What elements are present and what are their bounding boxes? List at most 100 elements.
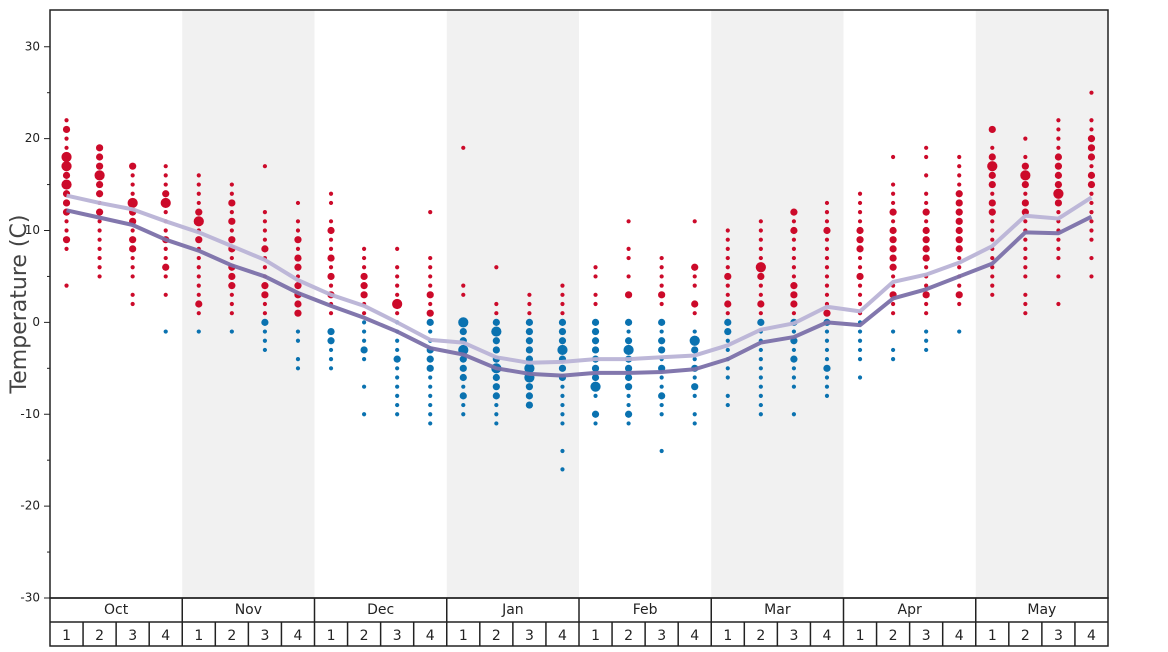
dot [1023,311,1028,316]
dot [924,191,929,196]
dot [758,347,763,353]
dot [395,384,400,389]
month-band [182,10,315,598]
dot [294,236,302,244]
month-label: Mar [764,602,791,618]
dot [624,318,633,326]
dot [560,448,565,454]
dot [791,329,797,334]
dot [1023,292,1028,297]
dot [560,384,565,389]
dot [129,245,137,253]
dot [856,272,864,281]
dot [392,298,403,310]
week-label: 4 [823,628,832,644]
dot [758,237,763,242]
week-label: 2 [889,628,898,644]
week-label: 1 [723,628,732,644]
dot [459,364,467,372]
dot [988,125,996,134]
month-label: Jan [501,602,524,618]
dot [889,254,897,262]
dot [691,300,699,308]
dot [924,219,929,224]
dot [295,357,301,362]
dot [97,274,102,279]
dot [591,337,600,345]
dot [624,410,633,418]
dot [758,219,763,224]
dot [395,292,400,297]
dot [428,384,433,389]
dot [1087,171,1096,179]
dot [758,402,763,408]
dot [624,364,633,372]
dot [755,262,766,273]
dot [130,265,135,270]
dot [560,393,565,398]
dot [725,347,730,353]
dot [955,199,963,207]
dot [889,263,897,271]
dot [560,301,565,307]
dot [228,217,236,225]
dot [426,309,434,317]
dot [395,375,400,380]
dot [623,344,634,356]
dot [955,291,963,299]
dot [492,318,500,326]
dot [889,236,897,244]
dot [560,421,565,426]
dot [790,282,798,290]
dot [1023,136,1028,141]
dot [461,412,466,417]
dot [857,347,863,353]
dot [328,283,334,288]
dot [196,200,201,206]
dot [824,219,830,224]
dot [491,326,502,337]
dot [229,182,234,187]
dot [823,364,831,372]
dot [1053,188,1064,199]
dot [97,228,102,233]
dot [955,226,963,235]
dot [1023,219,1028,224]
week-label: 1 [62,628,71,644]
dot [163,292,168,297]
dot [130,255,135,261]
dot [1021,199,1029,207]
dot [261,291,269,299]
dot [262,219,268,224]
dot [890,154,896,160]
dot [560,467,565,472]
week-label: 3 [260,628,269,644]
dot [459,392,467,400]
dot [823,226,831,235]
dot [64,219,69,224]
dot [955,208,963,216]
dot [97,255,102,261]
dot [659,412,664,417]
month-band [711,10,844,598]
dot [824,283,830,288]
dot [62,236,71,244]
dot [524,363,535,374]
dot [924,200,929,206]
dot [262,237,268,242]
dot [922,291,930,299]
dot [428,255,433,261]
dot [824,329,830,334]
dot [1089,219,1094,224]
dot [658,291,666,299]
dot [824,292,830,297]
dot [558,364,567,372]
dot [1054,153,1063,161]
dot [262,338,268,343]
dot [725,366,730,371]
dot [1089,210,1094,215]
dot [162,263,170,271]
dot [196,283,201,288]
dot [758,412,763,417]
dot [591,364,600,372]
